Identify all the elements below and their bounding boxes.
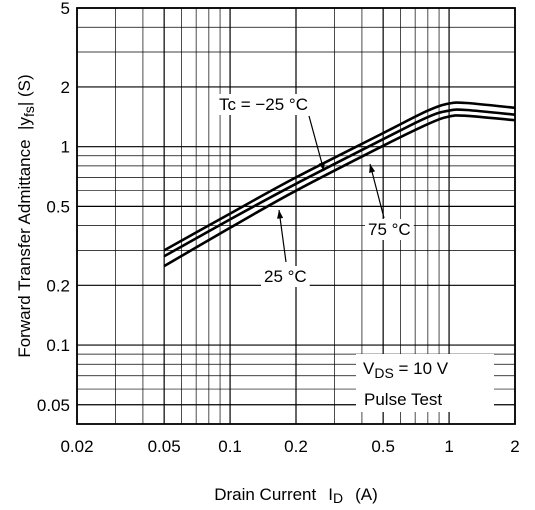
conditions-box (356, 354, 494, 412)
x-tick-label: 0.1 (218, 437, 242, 456)
x-tick-label: 0.5 (371, 437, 395, 456)
leader-25-head (277, 210, 284, 219)
annotation-75: 75 °C (368, 220, 411, 239)
annotation-leaders (277, 115, 385, 263)
vds-value: = 10 V (394, 359, 449, 378)
conditions-vds: VDS = 10 V (363, 359, 449, 381)
series-line-2 (163, 114, 516, 268)
y-tick-label: 5 (61, 0, 70, 18)
x-axis-label: Drain Current ID (A) (214, 485, 378, 506)
x-tick-label: 0.05 (148, 437, 181, 456)
annotation-25: 25 °C (264, 267, 307, 286)
series-line-1 (163, 108, 516, 258)
series-line-0 (163, 101, 516, 252)
x-tick-label: 0.2 (284, 437, 308, 456)
y-tick-label: 2 (61, 78, 70, 97)
leader-tc-minus25 (308, 115, 325, 172)
y-tick-label: 0.2 (46, 276, 70, 295)
y-tick-label: 0.05 (37, 396, 70, 415)
leader-75 (369, 163, 385, 219)
leader-tc-minus25-head (318, 162, 325, 171)
curves (163, 101, 516, 268)
leader-25 (278, 209, 287, 263)
y-tick-label: 0.1 (46, 336, 70, 355)
annotation-tc-minus25: Tc = −25 °C (219, 95, 308, 114)
y-axis-label-sub: fs (21, 106, 37, 117)
annotation-bg-tc-minus25 (216, 94, 312, 115)
y-axis-label-main: Forward Transfer Admittance |y (15, 117, 34, 358)
x-tick-labels: 0.02 0.05 0.1 0.2 0.5 1 2 (60, 437, 519, 456)
y-axis-label: Forward Transfer Admittance |yfs| (S) (15, 74, 37, 357)
x-tick-label: 2 (510, 437, 519, 456)
plot-frame (76, 7, 516, 425)
y-tick-labels: 5 2 1 0.5 0.2 0.1 0.05 (37, 0, 70, 415)
vds-prefix: V (363, 359, 375, 378)
x-tick-label: 1 (444, 437, 453, 456)
x-axis-label-main: Drain Current (214, 485, 316, 504)
annotation-bg-25 (261, 266, 310, 287)
annotation-bg-75 (365, 219, 414, 240)
y-tick-label: 1 (61, 138, 70, 157)
vds-subscript: DS (374, 365, 393, 381)
y-tick-label: 0.5 (46, 197, 70, 216)
x-axis-label-sub: D (333, 490, 343, 506)
y-axis-label-unit: | (S) (15, 74, 34, 106)
x-axis-label-symbol: I (328, 485, 333, 504)
conditions-pulse-test: Pulse Test (364, 390, 442, 409)
x-tick-label: 0.02 (60, 437, 93, 456)
leader-75-head (369, 164, 376, 173)
x-axis-label-unit: (A) (355, 485, 378, 504)
